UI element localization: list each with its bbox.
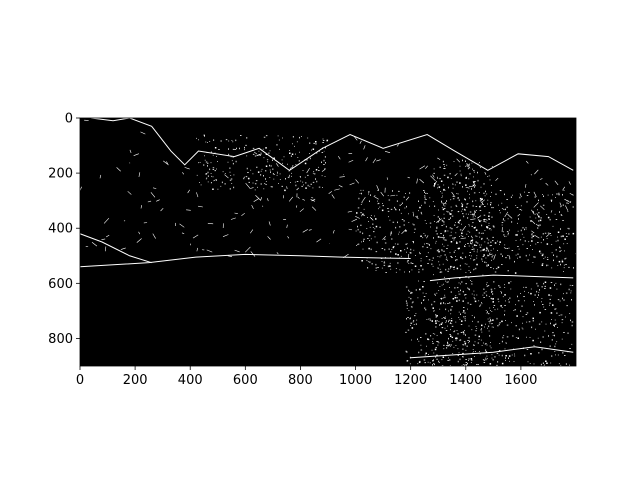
image-axes xyxy=(79,117,577,368)
x-tick-label: 600 xyxy=(233,373,258,388)
shoreline-left-edge xyxy=(79,253,411,268)
x-tick-label: 200 xyxy=(123,373,148,388)
x-tick-label: 1000 xyxy=(339,373,372,388)
y-tick-label: 200 xyxy=(48,167,73,182)
x-axis: 0 200 400 600 800 1000 1200 1400 1600 xyxy=(76,366,537,388)
edge-speckles xyxy=(79,119,577,368)
y-tick-label: 600 xyxy=(48,277,73,292)
x-tick-label: 800 xyxy=(288,373,313,388)
lake-bottom-right-edge xyxy=(410,346,574,359)
x-tick-label: 1200 xyxy=(394,373,427,388)
y-tick-label: 800 xyxy=(48,332,73,347)
y-tick-label: 0 xyxy=(65,112,73,127)
x-tick-label: 1400 xyxy=(449,373,482,388)
x-tick-label: 1600 xyxy=(504,373,537,388)
edge-image-background xyxy=(80,118,576,366)
x-tick-label: 400 xyxy=(178,373,203,388)
y-axis: 0 200 400 600 800 xyxy=(48,112,80,347)
shoreline-right-edge xyxy=(429,274,574,282)
x-tick-label: 0 xyxy=(76,373,84,388)
edge-image xyxy=(79,117,577,368)
left-slope-edge xyxy=(79,233,152,264)
y-tick-label: 400 xyxy=(48,222,73,237)
axes-frame xyxy=(79,117,577,367)
